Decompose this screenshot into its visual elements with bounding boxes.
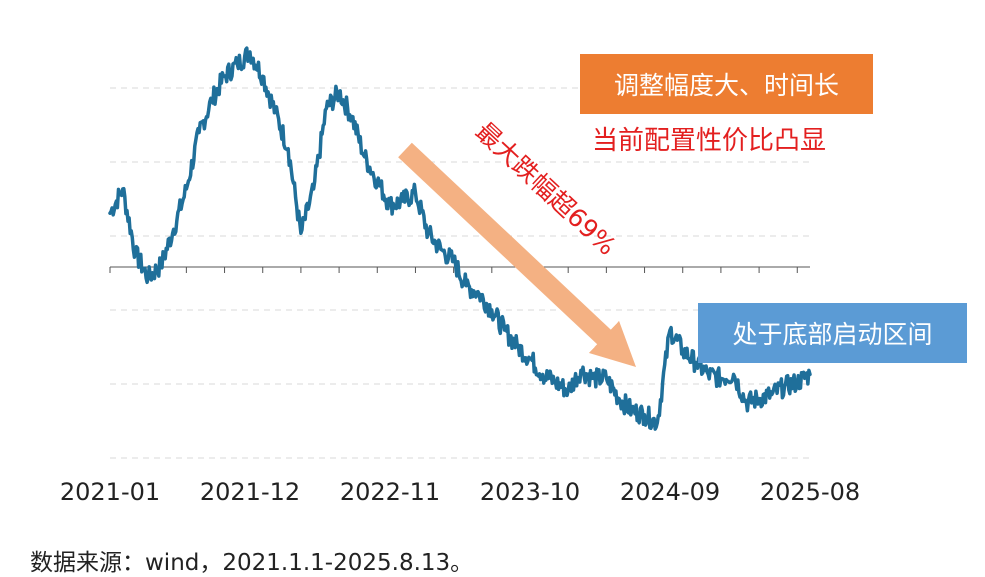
x-tick-labels: 2021-01 2021-12 2022-11 2023-10 2024-09 2025-…: [60, 478, 860, 506]
adjustment-label-box: 调整幅度大、时间长: [580, 54, 873, 114]
x-tick-label: 2021-01: [60, 478, 160, 506]
value-subtitle: 当前配置性价比凸显: [592, 126, 827, 156]
x-ticks: [109, 267, 798, 273]
x-tick-label: 2024-09: [620, 478, 720, 506]
source-note: 数据来源：wind，2021.1.1-2025.8.13。: [30, 550, 474, 576]
x-tick-label: 2022-11: [340, 478, 440, 506]
x-tick-label: 2023-10: [480, 478, 580, 506]
bottom-zone-label-box: 处于底部启动区间: [698, 303, 967, 363]
x-tick-label: 2021-12: [200, 478, 300, 506]
x-tick-label: 2025-08: [760, 478, 860, 506]
series-line: [108, 46, 812, 431]
trend-arrow: [398, 142, 637, 368]
